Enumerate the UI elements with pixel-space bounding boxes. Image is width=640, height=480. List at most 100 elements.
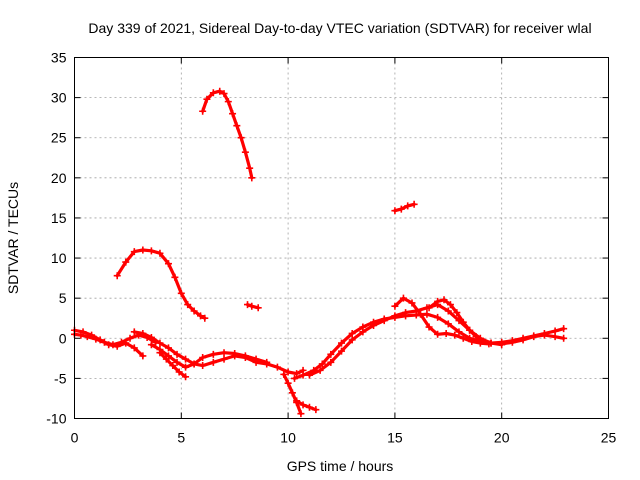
data-point-marker [139, 246, 147, 254]
data-point-marker [338, 347, 345, 355]
data-point-marker [444, 307, 452, 315]
data-point-marker [446, 301, 454, 309]
data-point-marker [182, 373, 190, 381]
data-point-marker [201, 314, 209, 322]
data-point-marker [209, 89, 217, 97]
data-point-marker [440, 296, 448, 304]
data-point-marker [417, 310, 425, 318]
data-point-marker [348, 336, 356, 344]
data-point-marker [130, 248, 138, 256]
data-point-marker [305, 371, 313, 379]
data-point-marker [190, 360, 198, 368]
data-point-marker [173, 358, 181, 366]
data-point-marker [459, 318, 467, 326]
data-point-marker [391, 302, 399, 310]
chart-title: Day 339 of 2021, Sidereal Day-to-day VTE… [88, 20, 591, 36]
x-axis-label: GPS time / hours [287, 458, 394, 474]
data-point-marker [263, 358, 271, 366]
data-point-marker [182, 355, 190, 363]
data-point-marker [246, 164, 254, 172]
data-point-marker [220, 349, 228, 357]
data-point-marker [459, 334, 467, 342]
data-series-9 [391, 200, 418, 215]
data-point-marker [327, 358, 335, 366]
data-point-marker [280, 370, 288, 378]
data-point-marker [299, 401, 307, 409]
data-series-11 [293, 397, 320, 414]
data-point-marker [530, 333, 538, 341]
data-point-marker [130, 344, 138, 352]
data-point-marker [173, 350, 181, 358]
data-point-marker [540, 331, 548, 339]
data-point-marker [254, 304, 262, 312]
data-point-marker [199, 107, 207, 115]
data-point-marker [288, 389, 296, 397]
y-tick-label: 0 [59, 330, 67, 346]
data-point-marker [297, 410, 305, 418]
data-point-marker [466, 326, 474, 334]
data-point-marker [126, 334, 134, 342]
data-point-marker [370, 321, 378, 329]
data-point-marker [164, 260, 172, 268]
x-tick-label: 15 [387, 430, 403, 446]
data-point-marker [203, 95, 211, 103]
data-point-marker [88, 331, 96, 339]
data-point-marker [184, 301, 192, 309]
data-point-marker [338, 339, 345, 347]
data-point-marker [519, 336, 527, 344]
series-line [201, 89, 254, 180]
data-point-marker [291, 374, 299, 382]
data-point-marker [231, 350, 239, 358]
y-tick-label: 5 [59, 290, 67, 306]
plot-frame [74, 57, 609, 419]
data-point-marker [508, 338, 516, 346]
x-tick-label: 5 [177, 430, 185, 446]
data-point-marker [122, 258, 130, 266]
data-point-marker [105, 341, 113, 349]
data-series-6 [113, 246, 209, 322]
data-point-marker [177, 289, 185, 297]
data-point-marker [241, 148, 249, 156]
data-point-marker [451, 331, 459, 339]
data-point-marker [359, 328, 367, 336]
data-point-marker [237, 134, 245, 142]
data-point-marker [199, 362, 207, 370]
data-point-marker [190, 307, 198, 315]
x-tick-label: 25 [601, 430, 617, 446]
data-point-marker [113, 272, 121, 280]
data-point-marker [171, 273, 179, 281]
data-point-marker [156, 339, 164, 347]
data-point-marker [312, 406, 320, 414]
data-point-marker [224, 98, 232, 106]
data-point-marker [216, 87, 224, 95]
y-tick-label: 20 [51, 170, 67, 186]
data-point-marker [79, 328, 87, 336]
data-point-marker [156, 249, 164, 257]
data-point-marker [551, 333, 559, 341]
data-point-marker [404, 202, 412, 210]
y-tick-label: -5 [54, 370, 67, 386]
data-point-marker [442, 329, 450, 337]
data-point-marker [113, 342, 121, 350]
x-tick-label: 20 [494, 430, 510, 446]
data-point-marker [162, 355, 170, 363]
y-axis-label: SDTVAR / TECUs [5, 182, 21, 294]
data-series-12 [291, 310, 568, 382]
data-point-marker [175, 368, 183, 376]
y-tick-label: 15 [51, 210, 67, 226]
data-point-marker [560, 325, 568, 333]
data-point-marker [209, 350, 217, 358]
data-point-marker [391, 312, 399, 320]
data-point-marker [408, 299, 416, 307]
data-point-marker [220, 355, 228, 363]
data-point-marker [229, 110, 237, 118]
data-point-marker [348, 329, 356, 337]
data-point-marker [327, 350, 335, 358]
data-point-marker [241, 352, 249, 360]
data-series-5 [156, 349, 190, 381]
data-point-marker [402, 309, 410, 317]
data-point-marker [468, 337, 476, 345]
data-series-14 [391, 294, 493, 348]
data-point-marker [410, 200, 418, 208]
data-point-marker [139, 329, 147, 337]
